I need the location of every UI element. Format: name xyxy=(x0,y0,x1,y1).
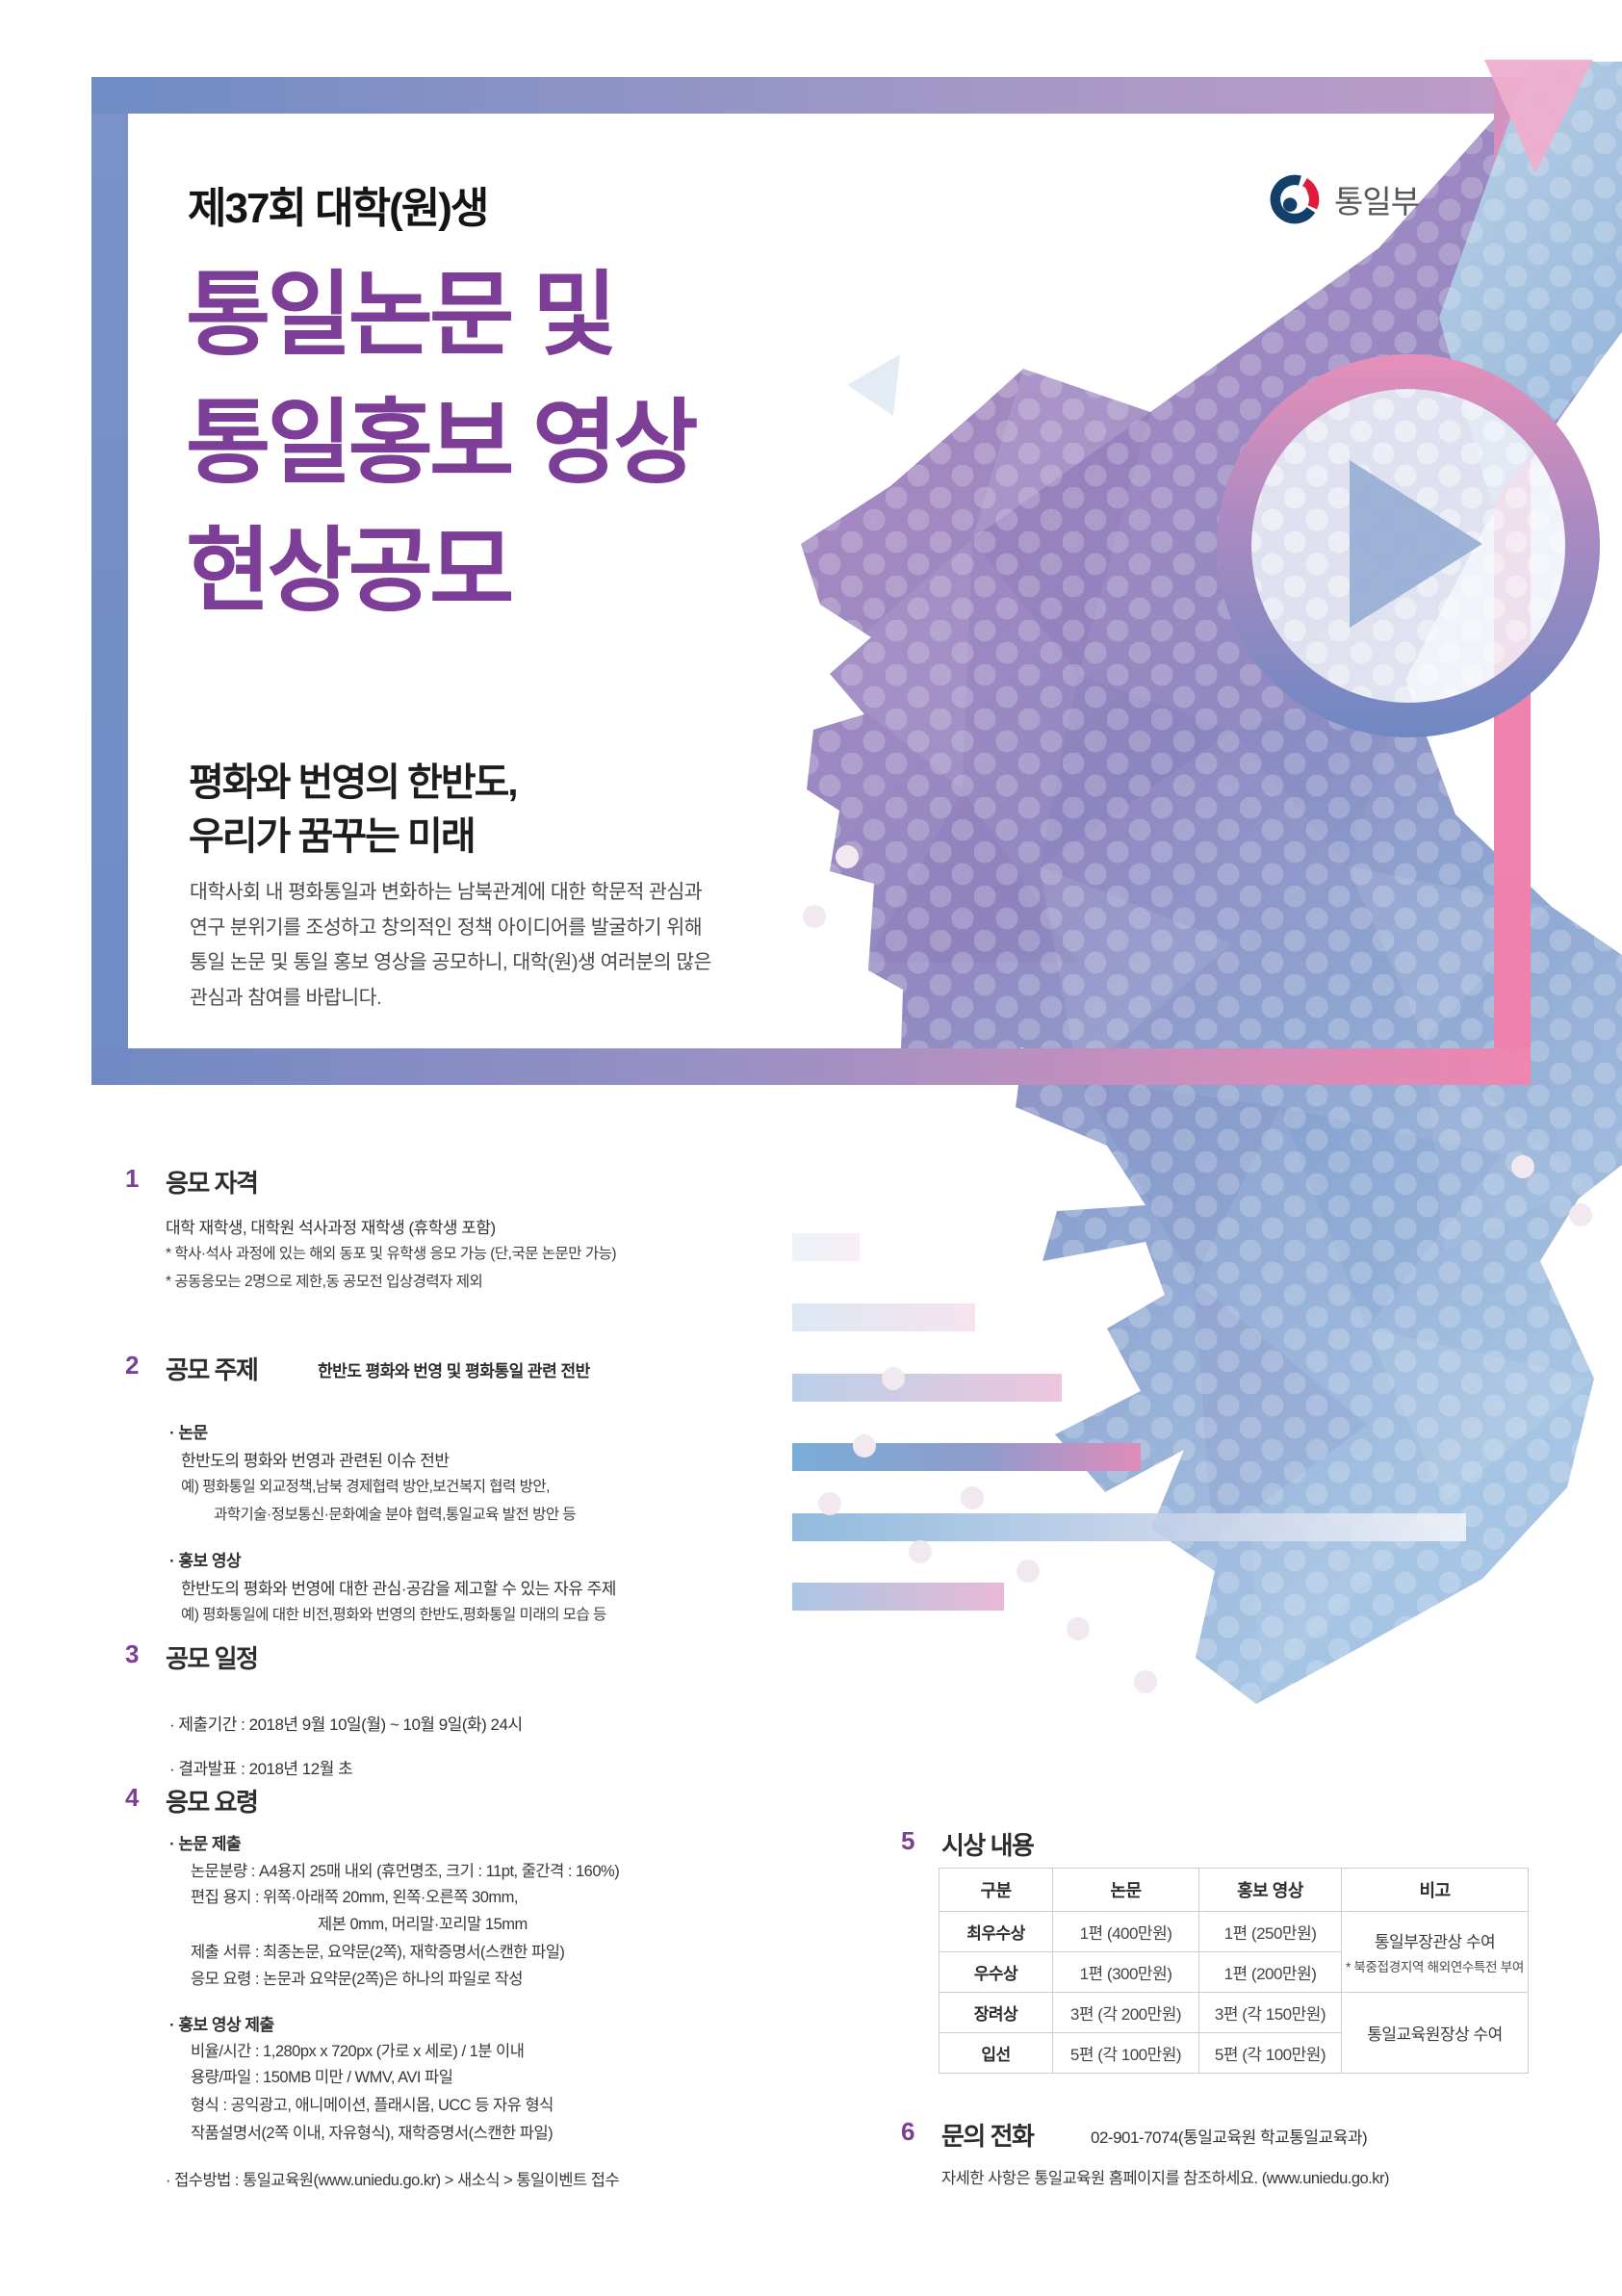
main-title-line-3: 현상공모 xyxy=(186,520,514,623)
section4-title: 응모 요령 xyxy=(166,1788,259,1817)
col-header-thesis: 논문 xyxy=(1052,1868,1199,1912)
video-desc: 한반도의 평화와 번영에 대한 관심·공감을 제고할 수 있는 자유 주제 xyxy=(181,1580,616,1598)
section2-title: 공모 주제 xyxy=(166,1355,259,1384)
intro-line-2: 연구 분위기를 조성하고 창의적인 정책 아이디어를 발굴하기 위해 xyxy=(190,916,703,939)
intro-line-4: 관심과 참여를 바랍니다. xyxy=(190,986,382,1009)
poster-main-title: 통일논문 및 통일홍보 영상 현상공모 xyxy=(186,251,699,635)
frame-border xyxy=(91,77,1531,1085)
award-excellence-label: 우수상 xyxy=(939,1951,1053,1993)
taegeuk-logo-icon xyxy=(1270,174,1320,224)
section6-number: 6 xyxy=(901,2117,915,2146)
schedule-submit: · 제출기간 : 2018년 9월 10일(월) ~ 10월 9일(화) 24시 xyxy=(169,1716,523,1734)
award-selected-thesis: 5편 (각 100만원) xyxy=(1052,2032,1199,2074)
play-icon xyxy=(1350,460,1482,628)
section5-number: 5 xyxy=(901,1826,915,1855)
video-submit-label: · 홍보 영상 제출 xyxy=(169,2016,274,2034)
award-excellence-video: 1편 (200만원) xyxy=(1198,1951,1342,1993)
main-title-line-2: 통일홍보 영상 xyxy=(186,392,699,495)
thesis-submit-label: · 논문 제출 xyxy=(169,1835,242,1853)
video-submit-line-1: 비율/시간 : 1,280px x 720px (가로 x 세로) / 1분 이… xyxy=(191,2043,525,2060)
homepage-note: 자세한 사항은 통일교육원 홈페이지를 참조하세요. (www.uniedu.g… xyxy=(941,2170,1390,2187)
award-selected-video: 5편 (각 100만원) xyxy=(1198,2032,1342,2074)
award-encouragement-thesis: 3편 (각 200만원) xyxy=(1052,1992,1199,2033)
thesis-label: · 논문 xyxy=(169,1424,208,1442)
thesis-submit-line-3: 제본 0mm, 머리말·꼬리말 15mm xyxy=(318,1916,528,1933)
section5-title: 시상 내용 xyxy=(941,1831,1035,1860)
remark-director-award: 통일교육원장상 수여 xyxy=(1367,2025,1503,2044)
decorative-bars xyxy=(792,1233,1466,1611)
schedule-announce: · 결과발표 : 2018년 12월 초 xyxy=(169,1760,353,1778)
award-row-selected: 입선 5편 (각 100만원) 5편 (각 100만원) xyxy=(939,2032,1529,2074)
col-header-video: 홍보 영상 xyxy=(1198,1868,1342,1912)
play-button-ring xyxy=(1217,354,1600,737)
section3-title: 공모 일정 xyxy=(166,1644,259,1673)
award-table: 구분 논문 홍보 영상 비고 최우수상 1편 (400만원) 1편 (250만원… xyxy=(939,1868,1529,2074)
video-submit-line-3: 형식 : 공익광고, 애니메이션, 플래시몹, UCC 등 자유 형식 xyxy=(191,2097,554,2114)
thesis-submit-line-4: 제출 서류 : 최종논문, 요약문(2쪽), 재학증명서(스캔한 파일) xyxy=(191,1944,565,1961)
award-table-header-row: 구분 논문 홍보 영상 비고 xyxy=(939,1868,1529,1912)
video-submit-line-4: 작품설명서(2쪽 이내, 자유형식), 재학증명서(스캔한 파일) xyxy=(191,2125,554,2142)
intro-line-3: 통일 논문 및 통일 홍보 영상을 공모하니, 대학(원)생 여러분의 많은 xyxy=(190,951,711,973)
award-encouragement-video: 3편 (각 150만원) xyxy=(1198,1992,1342,2033)
apply-method: · 접수방법 : 통일교육원(www.uniedu.go.kr) > 새소식 >… xyxy=(166,2172,620,2189)
ministry-logo-label: 통일부 xyxy=(1334,184,1420,219)
intro-paragraph: 대학사회 내 평화통일과 변화하는 남북관계에 대한 학문적 관심과 연구 분위… xyxy=(190,875,711,1016)
section4-number: 4 xyxy=(125,1783,140,1812)
play-button xyxy=(1217,354,1600,737)
contact-phone: 02-901-7074(통일교육원 학교통일교육과) xyxy=(1091,2128,1368,2147)
scatter-dots xyxy=(803,845,1592,1693)
award-grand-video: 1편 (250만원) xyxy=(1198,1911,1342,1952)
subtitle-line-1: 평화와 번영의 한반도, xyxy=(189,761,519,804)
thesis-desc: 한반도의 평화와 번영과 관련된 이슈 전반 xyxy=(181,1452,450,1470)
award-excellence-thesis: 1편 (300만원) xyxy=(1052,1951,1199,1993)
award-encouragement-label: 장려상 xyxy=(939,1992,1053,2033)
section1-note2: * 공동응모는 2명으로 제한,동 공모전 입상경력자 제외 xyxy=(166,1274,483,1290)
section1-line1: 대학 재학생, 대학원 석사과정 재학생 (휴학생 포함) xyxy=(166,1219,496,1237)
section1-title: 응모 자격 xyxy=(166,1169,259,1198)
thesis-example-1: 예) 평화통일 외교정책,남북 경제협력 방안,보건복지 협력 방안, xyxy=(181,1479,550,1495)
video-label: · 홍보 영상 xyxy=(169,1552,242,1570)
award-row-encouragement: 장려상 3편 (각 200만원) 3편 (각 150만원) 통일교육원장상 수여 xyxy=(939,1992,1529,2074)
section2-number: 2 xyxy=(125,1351,140,1380)
main-title-line-1: 통일논문 및 xyxy=(186,264,617,367)
thesis-submit-line-5: 응모 요령 : 논문과 요약문(2쪽)은 하나의 파일로 작성 xyxy=(191,1971,523,1988)
award-remark-2: 통일교육원장상 수여 xyxy=(1341,1992,1529,2074)
video-submit-line-2: 용량/파일 : 150MB 미만 / WMV, AVI 파일 xyxy=(191,2069,453,2086)
col-header-category: 구분 xyxy=(939,1868,1053,1912)
award-remark-1: 통일부장관상 수여 * 북중접경지역 해외연수특전 부여 xyxy=(1341,1911,1529,1993)
award-grand-thesis: 1편 (400만원) xyxy=(1052,1911,1199,1952)
award-grand-label: 최우수상 xyxy=(939,1911,1053,1952)
section1-note1: * 학사·석사 과정에 있는 해외 동포 및 유학생 응모 가능 (단,국문 논… xyxy=(166,1246,617,1262)
remark-overseas-benefit: * 북중접경지역 해외연수특전 부여 xyxy=(1346,1960,1524,1974)
thesis-submit-line-1: 논문분량 : A4용지 25매 내외 (휴먼명조, 크기 : 11pt, 줄간격… xyxy=(191,1863,620,1880)
section6-title: 문의 전화 xyxy=(941,2122,1035,2151)
section1-number: 1 xyxy=(125,1164,140,1193)
video-example: 예) 평화통일에 대한 비전,평화와 번영의 한반도,평화통일 미래의 모습 등 xyxy=(181,1607,606,1623)
award-selected-label: 입선 xyxy=(939,2032,1053,2074)
section2-tagline: 한반도 평화와 번영 및 평화통일 관련 전반 xyxy=(318,1362,590,1380)
award-row-grand: 최우수상 1편 (400만원) 1편 (250만원) 통일부장관상 수여 * 북… xyxy=(939,1911,1529,1993)
thesis-example-2: 과학기술·정보통신·문화예술 분야 협력,통일교육 발전 방안 등 xyxy=(214,1507,577,1523)
poster-subtitle: 평화와 번영의 한반도, 우리가 꿈꾸는 미래 xyxy=(189,756,519,864)
col-header-remark: 비고 xyxy=(1341,1868,1529,1912)
thesis-submit-line-2: 편집 용지 : 위쪽·아래쪽 20mm, 왼쪽·오른쪽 30mm, xyxy=(191,1889,518,1906)
section3-number: 3 xyxy=(125,1639,140,1668)
ministry-logo: 통일부 xyxy=(1267,171,1420,227)
edition-title: 제37회 대학(원)생 xyxy=(188,185,489,232)
remark-minister-award: 통일부장관상 수여 xyxy=(1374,1933,1496,1951)
intro-line-1: 대학사회 내 평화통일과 변화하는 남북관계에 대한 학문적 관심과 xyxy=(190,881,703,903)
subtitle-line-2: 우리가 꿈꾸는 미래 xyxy=(189,815,476,858)
